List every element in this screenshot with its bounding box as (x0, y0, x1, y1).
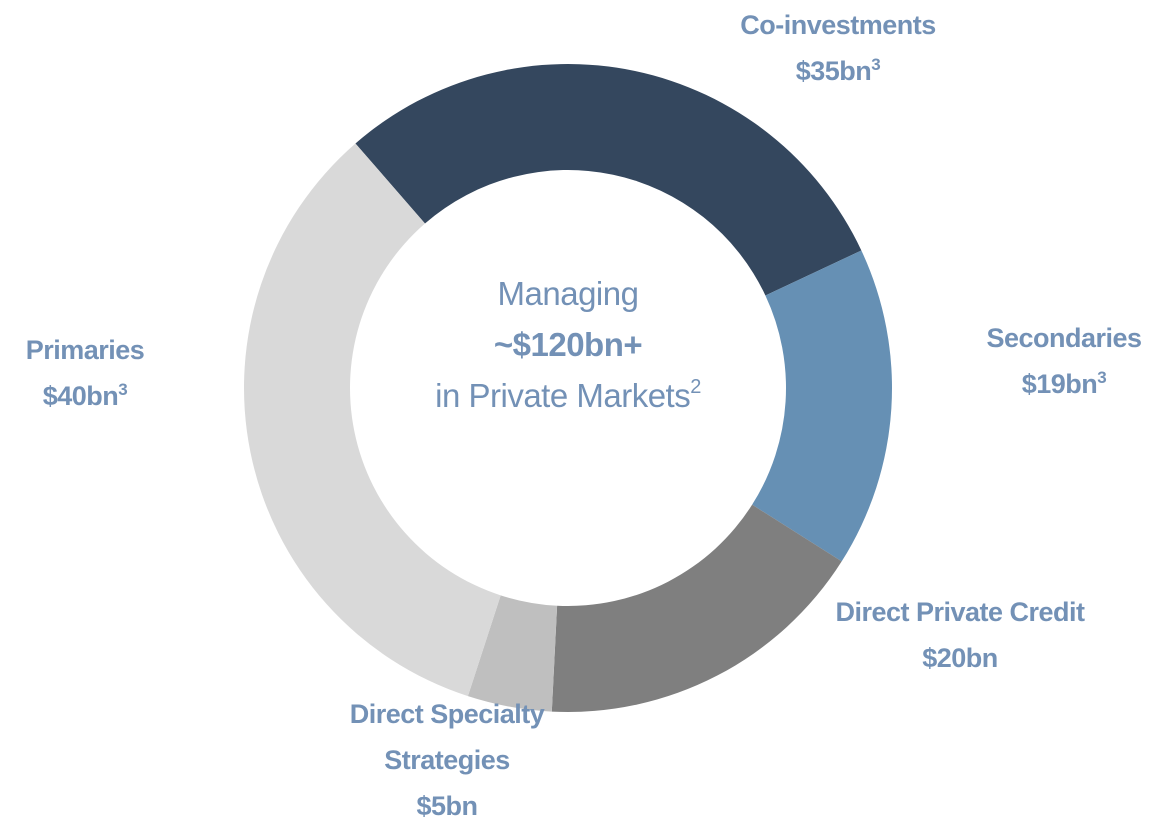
donut-segment (467, 595, 558, 712)
donut-segment (752, 250, 892, 562)
footnote: 2 (690, 376, 701, 398)
segment-label: Co-investments $35bn3 (740, 2, 936, 94)
value-label: $5bn (416, 791, 478, 821)
footnote: 3 (118, 380, 128, 399)
category-label: Co-investments (740, 10, 936, 40)
center-line-text: in Private Markets (435, 377, 691, 414)
category-label: Primaries (25, 335, 145, 365)
donut-segment (355, 64, 862, 296)
category-label: Secondaries (986, 323, 1142, 353)
footnote: 3 (871, 55, 881, 74)
value-label-line: $20bn (835, 635, 1084, 681)
value-label: $20bn (922, 643, 998, 673)
segment-label: Direct Specialty Strategies $5bn (322, 691, 572, 829)
category-label: Direct Private Credit (835, 597, 1085, 627)
value-label-line: $5bn (322, 783, 572, 829)
donut-segment (243, 143, 501, 697)
center-line: in Private Markets2 (435, 370, 701, 421)
center-text: Managing ~$120bn+ in Private Markets2 (435, 268, 701, 421)
value-label-line: $35bn3 (740, 48, 936, 94)
value-label: $35bn (795, 56, 872, 86)
value-label: $19bn (1021, 369, 1098, 399)
value-label-line: $40bn3 (26, 373, 145, 419)
category-label: Direct Specialty Strategies (349, 699, 545, 775)
value-label: $40bn (42, 381, 119, 411)
segment-label: Secondaries $19bn3 (986, 315, 1142, 407)
donut-segment (551, 504, 842, 712)
segment-label: Direct Private Credit $20bn (835, 589, 1085, 681)
center-line: Managing (497, 275, 639, 312)
segment-label: Primaries $40bn3 (26, 327, 145, 419)
footnote: 3 (1097, 368, 1107, 387)
center-total: ~$120bn+ (493, 326, 643, 363)
value-label-line: $19bn3 (986, 361, 1141, 407)
